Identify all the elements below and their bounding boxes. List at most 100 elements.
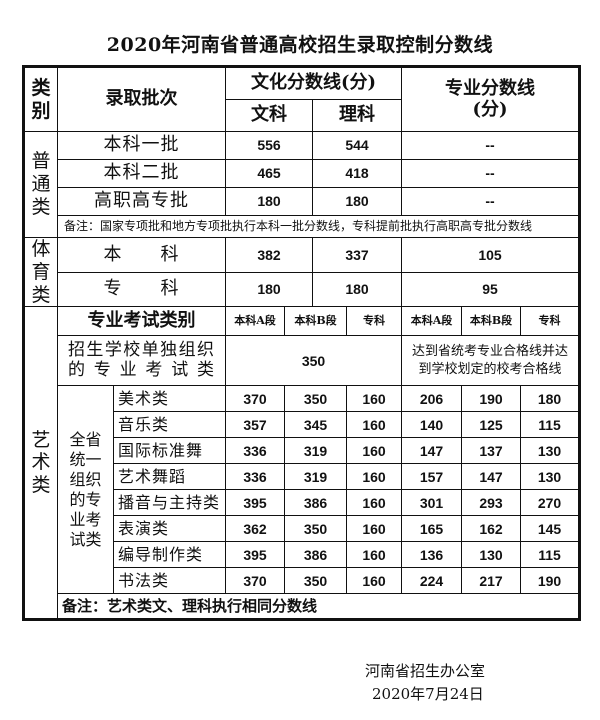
art-score: 206 <box>401 385 462 413</box>
sports-like: 180 <box>312 271 402 308</box>
art-score: 160 <box>346 515 402 543</box>
art-row: 编导制作类 395 386 160 136 130 115 <box>24 541 580 569</box>
art-score: 162 <box>461 515 521 543</box>
header-major: 专业分数线(分) <box>401 66 580 132</box>
art-col-header: 本科A段 <box>225 306 285 337</box>
art-score: 395 <box>225 541 285 569</box>
sports-major: 105 <box>401 237 580 273</box>
sports-wenke: 180 <box>225 271 313 308</box>
art-subject: 表演类 <box>113 515 226 543</box>
header-like: 理科 <box>312 99 402 132</box>
header-category: 类别 <box>23 66 58 132</box>
sports-major: 95 <box>401 271 580 308</box>
sports-category: 体育类 <box>23 236 58 308</box>
ordinary-major: -- <box>401 131 580 160</box>
art-row: 音乐类 357 345 160 140 125 115 <box>24 411 580 439</box>
art-score: 345 <box>284 411 347 439</box>
ordinary-batch: 本科二批 <box>57 159 226 188</box>
art-subject: 国际标准舞 <box>113 437 226 465</box>
art-score: 137 <box>461 437 521 465</box>
art-row: 国际标准舞 336 319 160 147 137 130 <box>24 437 580 465</box>
art-score: 350 <box>284 515 347 543</box>
art-score: 336 <box>225 437 285 465</box>
art-row: 艺术舞蹈 336 319 160 157 147 130 <box>24 463 580 491</box>
art-score: 395 <box>225 489 285 517</box>
art-score: 362 <box>225 515 285 543</box>
art-subject: 美术类 <box>113 385 226 413</box>
art-score: 140 <box>401 411 462 439</box>
issuer: 河南省招生办公室 <box>365 662 486 680</box>
ordinary-batch: 本科一批 <box>57 131 226 160</box>
ordinary-major: -- <box>401 187 580 216</box>
art-col-header: 专科 <box>346 306 402 337</box>
sports-batch: 本 科 <box>57 237 226 273</box>
art-score: 293 <box>461 489 521 517</box>
art-score: 130 <box>461 541 521 569</box>
art-score: 217 <box>461 567 521 595</box>
art-score: 370 <box>225 385 285 413</box>
art-score: 160 <box>346 411 402 439</box>
art-score: 115 <box>520 541 580 569</box>
art-score: 386 <box>284 541 347 569</box>
art-note: 备注：艺术类文、理科执行相同分数线 <box>57 593 580 621</box>
art-row: 播音与主持类 395 386 160 301 293 270 <box>24 489 580 517</box>
document-title: 2020年河南省普通高校招生录取控制分数线 <box>106 34 494 56</box>
art-subject: 播音与主持类 <box>113 489 226 517</box>
art-score: 350 <box>284 385 347 413</box>
art-score: 165 <box>401 515 462 543</box>
art-score: 160 <box>346 541 402 569</box>
art-col-header: 本科A段 <box>401 306 462 337</box>
art-score: 147 <box>401 437 462 465</box>
sports-batch: 专 科 <box>57 271 226 308</box>
ordinary-batch: 高职高专批 <box>57 187 226 216</box>
art-score: 190 <box>461 385 521 413</box>
sports-like: 337 <box>312 237 402 273</box>
art-score: 130 <box>520 463 580 491</box>
art-score: 157 <box>401 463 462 491</box>
art-score: 270 <box>520 489 580 517</box>
art-score: 357 <box>225 411 285 439</box>
art-row: 全省统一组织的专业考试类 美术类 370 350 160 206 190 180 <box>24 385 580 595</box>
score-table: 类别 录取批次 文化分数线(分) 专业分数线(分) 文科 理科 普通类 本科一批… <box>22 65 581 622</box>
art-score: 336 <box>225 463 285 491</box>
art-score: 115 <box>520 411 580 439</box>
independent-culture: 350 <box>225 335 402 387</box>
art-score: 386 <box>284 489 347 517</box>
ordinary-wenke: 465 <box>225 159 313 188</box>
ordinary-like: 544 <box>312 131 402 160</box>
independent-major: 达到省统考专业合格线并达到学校划定的校考合格线 <box>401 335 580 387</box>
art-col-header: 专科 <box>520 306 580 337</box>
art-score: 160 <box>346 437 402 465</box>
independent-label: 招生学校单独组织的专业考试类 <box>57 335 226 387</box>
issue-date: 2020年7月24日 <box>372 685 484 703</box>
art-score: 319 <box>284 437 347 465</box>
art-score: 160 <box>346 567 402 595</box>
art-score: 160 <box>346 489 402 517</box>
art-score: 145 <box>520 515 580 543</box>
art-score: 370 <box>225 567 285 595</box>
art-score: 160 <box>346 463 402 491</box>
art-row: 书法类 370 350 160 224 217 190 <box>24 567 580 595</box>
art-score: 301 <box>401 489 462 517</box>
art-subject: 音乐类 <box>113 411 226 439</box>
art-score: 319 <box>284 463 347 491</box>
ordinary-wenke: 556 <box>225 131 313 160</box>
art-category: 艺术类 <box>23 306 58 621</box>
ordinary-category: 普通类 <box>23 131 58 238</box>
art-score: 130 <box>520 437 580 465</box>
header-batch: 录取批次 <box>57 66 226 132</box>
ordinary-like: 180 <box>312 187 402 216</box>
art-score: 224 <box>401 567 462 595</box>
ordinary-note: 备注：国家专项批和地方专项批执行本科一批分数线，专科提前批执行高职高专批分数线 <box>57 215 580 238</box>
art-subject: 编导制作类 <box>113 541 226 569</box>
ordinary-like: 418 <box>312 159 402 188</box>
art-score: 180 <box>520 385 580 413</box>
sports-wenke: 382 <box>225 237 313 273</box>
art-group-label: 全省统一组织的专业考试类 <box>57 385 114 595</box>
art-score: 190 <box>520 567 580 595</box>
art-subject: 书法类 <box>113 567 226 595</box>
art-score: 147 <box>461 463 521 491</box>
art-score: 350 <box>284 567 347 595</box>
art-subject: 艺术舞蹈 <box>113 463 226 491</box>
art-score: 125 <box>461 411 521 439</box>
